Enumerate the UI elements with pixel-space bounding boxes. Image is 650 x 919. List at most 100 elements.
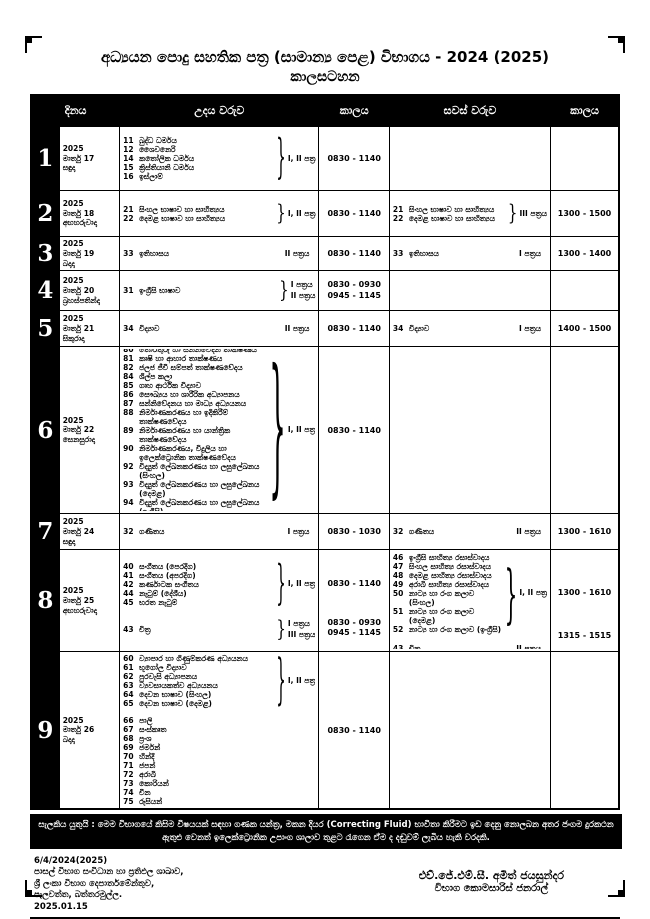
subject-row: 14 කතෝලික ධර්මය (123, 154, 274, 163)
paper-label: II පත්‍රය (516, 526, 541, 536)
date-year: 2025 (62, 415, 84, 425)
time-cell: 1300 - 1610 (550, 513, 620, 551)
row-number: 8 (30, 549, 60, 653)
paper-label: I, II පත්‍ර (287, 676, 316, 686)
subject-number: 32 (123, 527, 134, 537)
subject-number: 14 (123, 154, 134, 164)
subject-row: 73 කොරියන් (123, 779, 315, 788)
table-row: 8 2025 මාර්තු 25 අඟහරුවාදා 40 සංගීතය (පෙ… (30, 549, 620, 653)
subject-number: 80 (123, 349, 134, 354)
subject-row: 15 ක්‍රිස්තියානි ධර්මය (123, 163, 274, 172)
time-value: 1315 - 1515 (557, 630, 612, 640)
date-cell: 2025 මාර්තු 26 බදාදා (58, 651, 121, 810)
subject-number: 60 (123, 654, 134, 664)
subject-name: විද්‍යාව (139, 324, 160, 334)
warning-label: සැලකිය යුතුයි : (38, 820, 95, 831)
warning-text: මෙම විභාගයේ කිසිම විෂයයක් සඳහා ගණක යන්ත්… (97, 820, 614, 843)
subject-name: දෙමළ භාෂාව හා සාහිත්‍යය (139, 213, 226, 223)
row-number: 1 (30, 126, 60, 192)
subject-number: 31 (123, 286, 134, 296)
subject-name: ගණිතය (408, 527, 435, 537)
subject-row: 60 ව්‍යාපාර හා ගිණුම්කරණ අධ්‍යයනය (123, 654, 274, 663)
subject-number: 63 (123, 681, 134, 691)
subject-row: 47 සිංහල සාහිත්‍ය රසාස්වාදය (393, 562, 503, 571)
table-row: 9 2025 මාර්තු 26 බදාදා 60 ව්‍යාපාර හා ගි… (30, 651, 620, 810)
subject-row: 89 නිර්මාණකරණය හා යාන්ත්‍රික තාක්ෂණවේදය (123, 426, 267, 444)
subject-number: 68 (123, 734, 134, 744)
paper-label: I පත්‍රය (287, 526, 310, 536)
signature-block: එච්.ජේ.එම්.සී. අමිත් ජයසුන්දර විභාග කොමස… (419, 868, 564, 913)
paper-label: II පත්‍රය (516, 643, 541, 649)
subject-row: 63 ව්‍යවසායකත්ව අධ්‍යයනය (123, 681, 274, 690)
subject-name: ඉංග්‍රීසි භාෂාව (139, 286, 181, 296)
paper-label: I පත්‍රය (519, 323, 541, 333)
date-weekday: සඳුදා (62, 536, 76, 546)
date-year: 2025 (62, 198, 84, 208)
subject-row: 62 පුරවැසි අධ්‍යාපනය (123, 672, 274, 681)
paper-label: I, II පත්‍ර (287, 425, 316, 435)
brace-icon: } (279, 276, 289, 304)
corner-mark-icon (608, 880, 625, 897)
brace-icon: } (507, 200, 518, 226)
morning-cell: 31 ඉංග්‍රීසි භාෂාව } I පත්‍රය II පත්‍රය (119, 270, 320, 312)
evening-cell: 32 ගණිතය II පත්‍රය (388, 513, 552, 551)
time-cell: 0830 - 1140 (318, 126, 390, 192)
subject-number: 85 (123, 380, 134, 390)
header-morning: උදය වරුව (119, 94, 320, 128)
paper-label: I, II පත්‍ර (287, 579, 316, 589)
time-cell: 0830 - 1140 (318, 346, 390, 515)
subject-number: 21 (123, 204, 134, 214)
subject-number: 16 (123, 172, 134, 182)
subject-name: ක්‍රිස්තියානි ධර්මය (139, 163, 195, 173)
subject-number: 42 (123, 579, 134, 589)
subject-number: 90 (123, 443, 134, 453)
subject-number: 93 (123, 479, 134, 489)
address-line: පාසල් විභාග සංවිධාන හා ප්‍රතිඵල ශාඛාව, (34, 867, 184, 878)
subject-name: ව්‍යාපාර හා ගිණුම්කරණ අධ්‍යයනය (139, 654, 248, 664)
subject-number: 87 (123, 398, 134, 408)
subject-name: චිත්‍ර (139, 624, 151, 634)
row-number: 6 (30, 346, 60, 515)
subject-number: 47 (392, 561, 404, 571)
time-cell: 1400 - 1500 (550, 310, 620, 348)
time-cell (550, 651, 620, 810)
subject-row: 40 සංගීතය (පෙරදිග) (123, 562, 274, 571)
row-number: 9 (30, 651, 60, 810)
subject-number: 33 (392, 249, 404, 259)
subject-number: 43 (392, 644, 404, 649)
date-weekday: බ්‍රහස්පතින්දා (62, 295, 100, 305)
time-cell: 0830 - 1140 0830 - 0930 0945 - 1145 (318, 549, 390, 653)
corner-mark-icon (25, 880, 42, 897)
subject-name: ව්‍යවසායකත්ව අධ්‍යයනය (139, 681, 218, 691)
time-cell: 0830 - 1140 (318, 190, 390, 238)
date-day: මාර්තු 19 (62, 248, 95, 258)
subject-number: 48 (392, 570, 404, 580)
corner-mark-icon (25, 36, 42, 53)
brace-icon: } (276, 129, 286, 185)
time-cell: 1300 - 1610 1315 - 1515 (550, 549, 620, 653)
subject-number: 61 (123, 663, 134, 673)
date-day: මාර්තු 25 (62, 595, 95, 605)
subject-number: 34 (123, 324, 134, 334)
subject-name: ශෛවනෙරි (139, 145, 176, 155)
brace-icon: } (269, 349, 286, 512)
morning-cell: 32 ගණිතය I පත්‍රය (119, 513, 320, 551)
timetable-table: දිනය උදය වරුව කාලය සවස් වරුව කාලය 1 2025… (30, 94, 620, 811)
date-weekday: සිකුරාදා (62, 333, 85, 343)
subject-number: 74 (123, 788, 134, 798)
subject-row: 42 කර්ණාටක සංගීතය (123, 580, 274, 589)
subject-row: 68 ප්‍රංශ (123, 734, 315, 743)
signatory-name: එච්.ජේ.එම්.සී. අමිත් ජයසුන්දර (418, 868, 564, 882)
time-cell: 1300 - 1400 (550, 236, 620, 272)
subject-row: 81 කෘෂි හා ආහාර තාක්ෂණය (123, 354, 267, 363)
subject-number: 12 (123, 145, 134, 155)
subject-number: 66 (123, 716, 134, 726)
paper-label: III පත්‍රය (519, 208, 547, 218)
subject-number: 11 (123, 136, 134, 146)
subject-name: තොරතුරු හා සන්නිවේදන තාක්ෂණය (139, 349, 257, 354)
corner-mark-icon (608, 36, 625, 53)
subject-row: 49 අරාබි සාහිත්‍ය රසාස්වාදය (393, 580, 503, 589)
date-day: මාර්තු 22 (62, 425, 95, 435)
address-line: ශ්‍රී ලංකා විභාග දෙපාර්තමේන්තුව, (34, 878, 155, 889)
time-value: 0830 - 1140 (327, 578, 381, 588)
